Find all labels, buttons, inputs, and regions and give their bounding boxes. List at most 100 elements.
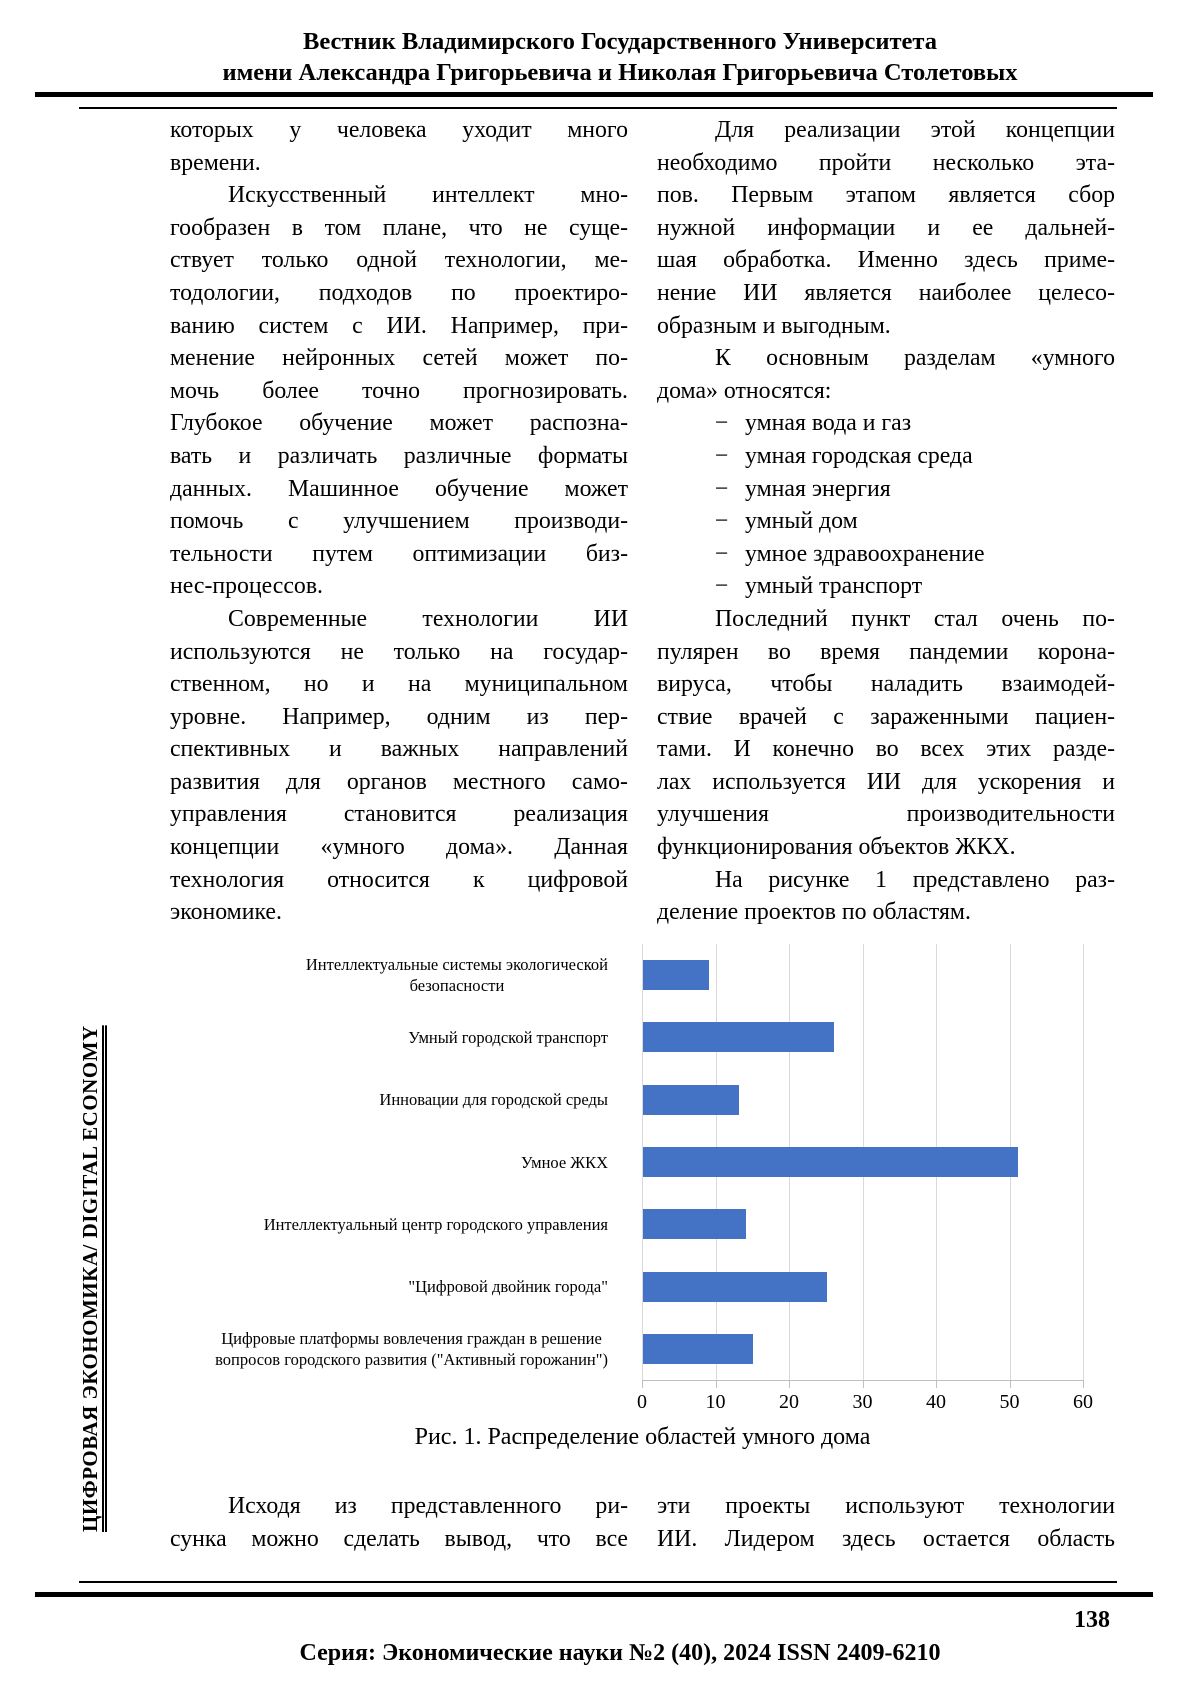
- text-line: уровне. Например, одним из пер-: [170, 703, 628, 730]
- text-line: лах используется ИИ для ускорения и: [657, 768, 1115, 795]
- list-item-text: умный дом: [745, 508, 858, 535]
- bar: [643, 1271, 827, 1302]
- text-line: пулярен во время пандемии корона-: [657, 638, 1115, 665]
- footer-rule-thin: [79, 1581, 1117, 1583]
- text-line: пов. Первым этапом является сбор: [657, 182, 1115, 209]
- text-line: данных. Машинное обучение может: [170, 475, 628, 502]
- text-line: необходимо пройти несколько эта-: [657, 149, 1115, 176]
- text-line: нужной информации и ее дальней-: [657, 214, 1115, 241]
- text-line: развития для органов местного само-: [170, 768, 628, 795]
- text-line: Для реализации этой концепции: [715, 117, 1115, 143]
- text-line: ствие врачей с зараженными пациен-: [657, 703, 1115, 730]
- x-axis-tick-label: 0: [637, 1391, 647, 1413]
- x-axis-line: [642, 1380, 1083, 1381]
- x-axis-tick-label: 50: [999, 1391, 1020, 1413]
- text-line: ствует только одной технологии, ме-: [170, 247, 628, 274]
- text-line: вируса, чтобы наладить взаимодей-: [657, 671, 1115, 698]
- paragraph: которых у человека уходит много времени.: [170, 114, 628, 179]
- axis-tick: [1083, 1380, 1084, 1388]
- bullet-dash-icon: −: [715, 508, 729, 535]
- bar: [643, 960, 710, 991]
- journal-title-line1: Вестник Владимирского Государственного У…: [303, 28, 937, 55]
- list-item: − умная энергия: [657, 473, 1115, 506]
- chart-gridline: [1083, 944, 1084, 1380]
- list-item-text: умный транспорт: [745, 573, 923, 600]
- x-axis-tick-label: 60: [1073, 1391, 1093, 1413]
- text-line: экономике.: [170, 899, 282, 926]
- paragraph: Искусственный интеллект мно-гообразен в …: [170, 179, 628, 603]
- text-line: нение ИИ является наиболее целесо-: [657, 279, 1115, 306]
- text-line: сунка можно сделать вывод, что все: [170, 1525, 628, 1552]
- text-line: Искусственный интеллект мно-: [228, 182, 628, 209]
- text-line: Глубокое обучение может распозна-: [170, 410, 628, 437]
- list-item-text: умная энергия: [745, 475, 891, 502]
- axis-tick: [789, 1380, 790, 1388]
- paragraph: Последний пункт стал очень по-пулярен во…: [657, 603, 1115, 864]
- text-line: тами. И конечно во всех этих разде-: [657, 736, 1115, 763]
- bullet-dash-icon: −: [715, 573, 729, 600]
- paragraph: Для реализации этой концепции необходимо …: [657, 114, 1115, 342]
- bar-chart-figure: 0 10 20 30 40 50 60 Интеллектуальные системы эк…: [170, 944, 1120, 1424]
- text-line: тодологии, подходов по проектиро-: [170, 279, 628, 306]
- chart-gridline: [642, 944, 643, 1380]
- bar: [643, 1147, 1018, 1178]
- list-item-text: умная вода и газ: [745, 410, 912, 437]
- text-line: концепции «умного дома». Данная: [170, 834, 628, 861]
- list-item: − умная вода и газ: [657, 407, 1115, 440]
- text-line: мочь более точно прогнозировать.: [170, 377, 628, 404]
- text-line: используются не только на государ-: [170, 638, 628, 665]
- text-line: помочь с улучшением производи-: [170, 508, 628, 535]
- category-label: Умный городской транспорт: [408, 1027, 608, 1047]
- paragraph: эти проекты используют технологии ИИ. Лид…: [657, 1490, 1115, 1555]
- text-line: Последний пункт стал очень по-: [715, 605, 1115, 632]
- bullet-dash-icon: −: [715, 475, 729, 502]
- text-line: спективных и важных направлений: [170, 736, 628, 763]
- header-rule-thin: [79, 107, 1117, 109]
- list-item: − умная городская среда: [657, 440, 1115, 473]
- text-line: ванию систем с ИИ. Например, при-: [170, 312, 628, 339]
- paragraph: К основным разделам «умного дома» относят…: [657, 342, 1115, 407]
- header-rule-thick: [35, 92, 1153, 97]
- category-label: Умное ЖКХ: [520, 1152, 608, 1172]
- footer-series-line: Серия: Экономические науки №2 (40), 2024…: [299, 1640, 941, 1666]
- text-line: которых у человека уходит много: [170, 117, 628, 143]
- list-item-text: умная городская среда: [745, 442, 973, 469]
- text-line: эти проекты используют технологии: [657, 1493, 1115, 1519]
- bar: [643, 1022, 835, 1053]
- list-item: − умное здравоохранение: [657, 538, 1115, 571]
- text-line: ИИ. Лидером здесь остается область: [657, 1525, 1115, 1552]
- text-line: К основным разделам «умного: [715, 345, 1115, 372]
- category-label: "Цифровой двойник города": [408, 1277, 608, 1297]
- paragraph: Современные технологии ИИ используются не…: [170, 603, 628, 929]
- list-item-text: умное здравоохранение: [745, 540, 985, 567]
- text-line: На рисунке 1 представлено раз-: [715, 866, 1115, 893]
- x-axis-tick-label: 40: [926, 1391, 946, 1413]
- category-label: Цифровые платформы вовлечения граждан в …: [215, 1328, 608, 1369]
- axis-tick: [642, 1380, 643, 1388]
- text-line: технология относится к цифровой: [170, 866, 628, 893]
- paragraph: Исходя из представленного ри-сунка можно…: [170, 1490, 628, 1555]
- x-axis-tick-label: 30: [852, 1391, 873, 1413]
- section-sidebar-label: ЦИФРОВАЯ ЭКОНОМИКА/ DIGITAL ECONOMY: [78, 1025, 102, 1532]
- x-axis-tick-label: 10: [705, 1391, 726, 1413]
- category-label: Интеллектуальный центр городского управл…: [263, 1214, 608, 1234]
- text-column-left-bottom: Исходя из представленного ри-сунка можно…: [170, 1490, 628, 1555]
- text-column-left: которых у человека уходит много времени. И…: [170, 114, 628, 929]
- category-label: Инновации для городской среды: [379, 1090, 608, 1110]
- text-line: Современные технологии ИИ: [228, 605, 628, 632]
- bullet-dash-icon: −: [715, 540, 729, 567]
- text-line: Исходя из представленного ри-: [228, 1493, 628, 1519]
- text-line: дома» относятся:: [657, 377, 832, 404]
- text-line: улучшения производительности: [657, 801, 1115, 828]
- text-line: образным и выгодным.: [657, 312, 891, 339]
- text-line: тельности путем оптимизации биз-: [170, 540, 628, 567]
- text-line: функционирования объектов ЖКХ.: [657, 834, 1016, 861]
- paragraph: На рисунке 1 представлено раз-деление пр…: [657, 864, 1115, 929]
- figure-caption: Рис. 1. Распределение областей умного до…: [414, 1424, 871, 1450]
- text-column-right: Для реализации этой концепции необходимо …: [657, 114, 1115, 929]
- list-item: − умный транспорт: [657, 570, 1115, 603]
- text-line: шая обработка. Именно здесь приме-: [657, 247, 1115, 274]
- text-line: ственном, но и на муниципальном: [170, 671, 628, 698]
- page-number: 138: [1074, 1607, 1110, 1633]
